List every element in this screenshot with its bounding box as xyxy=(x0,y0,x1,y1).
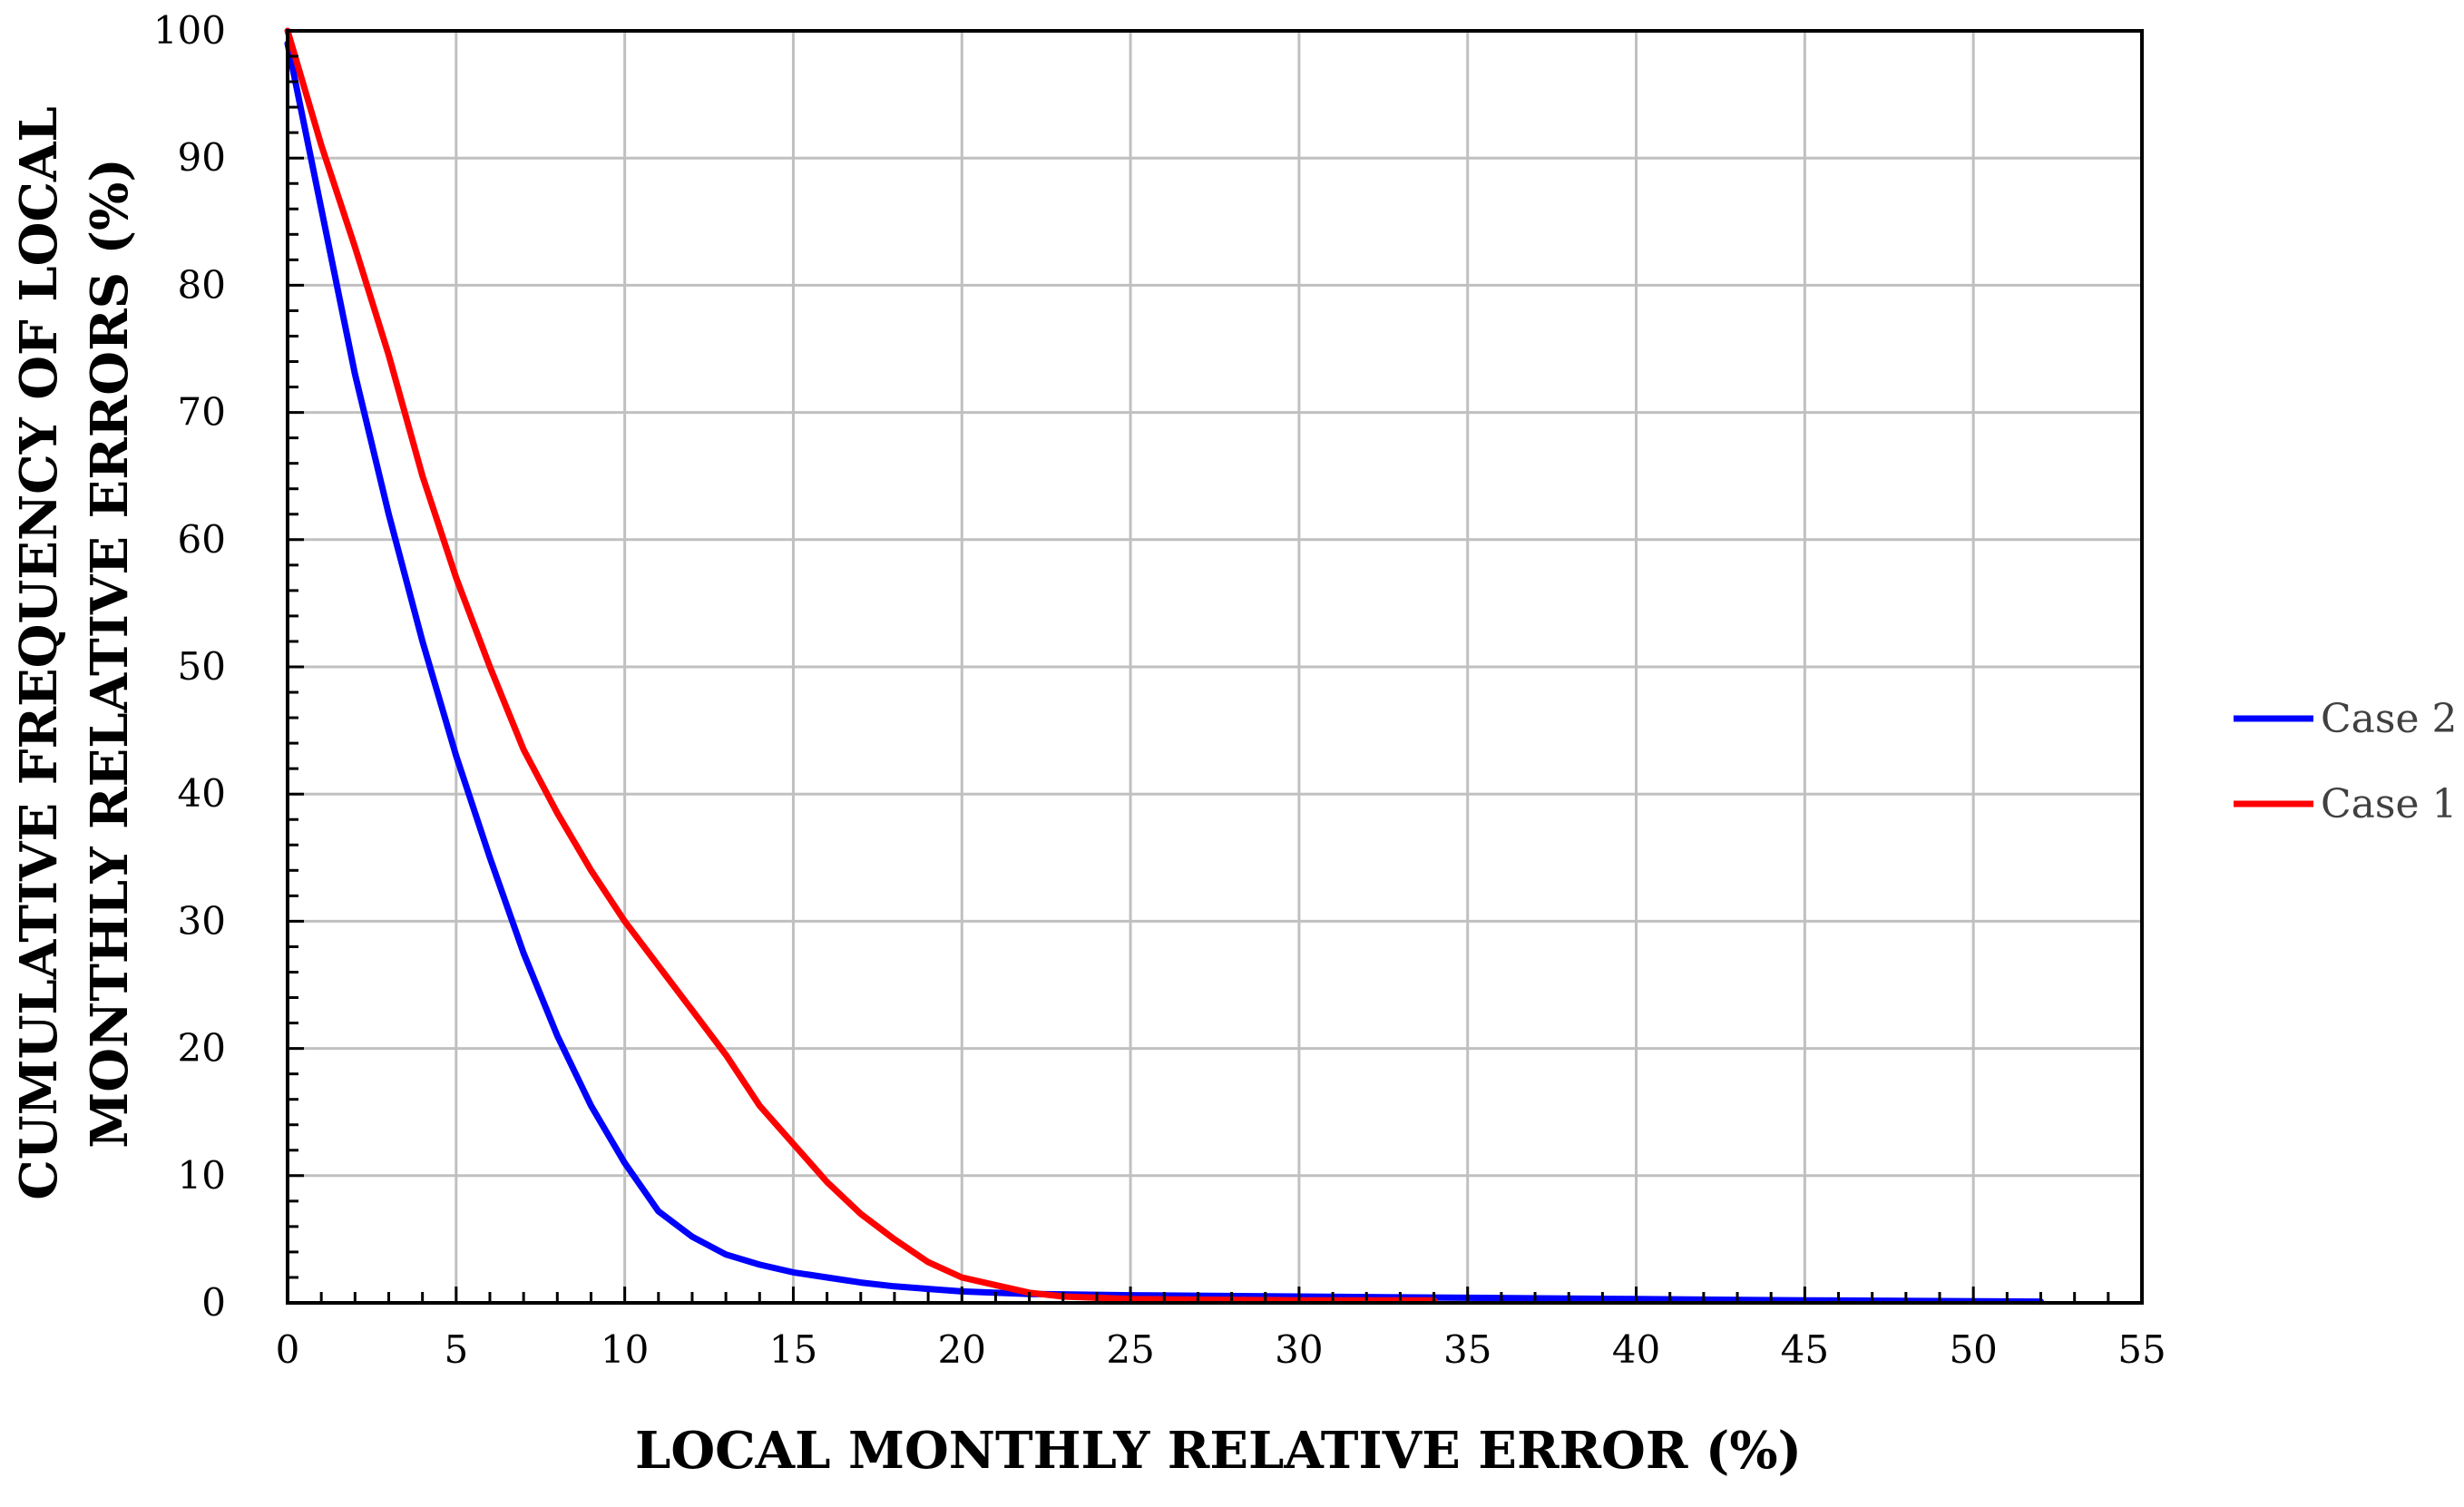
y-axis-title: CUMULATIVE FREQUENCY OF LOCAL MONTHLY RE… xyxy=(9,106,140,1200)
y-tick-label: 70 xyxy=(178,390,226,435)
y-tick-label: 40 xyxy=(178,771,226,816)
y-tick-label: 30 xyxy=(178,898,226,943)
x-tick-label: 15 xyxy=(769,1327,817,1372)
x-tick-label: 55 xyxy=(2117,1327,2166,1372)
y-tick-label: 90 xyxy=(178,135,226,180)
x-tick-label: 40 xyxy=(1612,1327,1660,1372)
y-tick-label: 10 xyxy=(178,1153,226,1198)
x-tick-label: 5 xyxy=(444,1327,468,1372)
tick-labels: 0 5 10 15 20 25 30 35 40 45 50 55 0 10 20 30 40 50 60 70 80 9… xyxy=(153,8,2166,1372)
legend-label-2: Case 1 xyxy=(2321,781,2458,827)
y-tick-label: 80 xyxy=(178,262,226,307)
y-tick-label: 100 xyxy=(153,8,226,53)
x-tick-label: 20 xyxy=(938,1327,986,1372)
y-tick-label: 50 xyxy=(178,644,226,689)
x-axis-title: LOCAL MONTHLY RELATIVE ERROR (%) xyxy=(635,1421,1802,1481)
legend: Case 2 Case 1 xyxy=(2234,696,2458,827)
x-tick-label: 10 xyxy=(601,1327,649,1372)
y-tick-label: 60 xyxy=(178,517,226,562)
y-axis-title-line-2: MONTHLY RELATIVE ERRORS (%) xyxy=(80,158,140,1149)
x-tick-label: 30 xyxy=(1275,1327,1323,1372)
x-tick-label: 35 xyxy=(1443,1327,1491,1372)
x-tick-label: 50 xyxy=(1949,1327,1997,1372)
series-line-1 xyxy=(284,40,2044,1306)
axes xyxy=(286,29,2144,1305)
x-tick-label: 0 xyxy=(276,1327,300,1372)
grid xyxy=(288,29,2144,1303)
x-tick-label: 45 xyxy=(1781,1327,1829,1372)
legend-label-1: Case 2 xyxy=(2321,696,2458,742)
series-lines xyxy=(284,27,2044,1306)
y-tick-label: 20 xyxy=(178,1026,226,1071)
y-axis-title-line-1: CUMULATIVE FREQUENCY OF LOCAL xyxy=(9,106,69,1200)
x-tick-label: 25 xyxy=(1106,1327,1154,1372)
series-line-2 xyxy=(284,27,1438,1304)
y-tick-label: 0 xyxy=(201,1280,226,1325)
